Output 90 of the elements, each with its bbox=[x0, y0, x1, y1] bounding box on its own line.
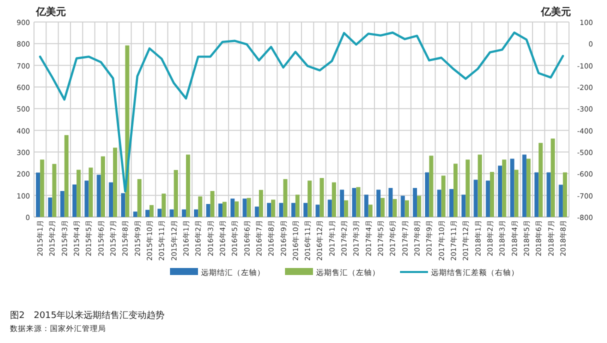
bar bbox=[332, 182, 336, 217]
y2-axis-title: 亿美元 bbox=[540, 6, 571, 18]
bar bbox=[526, 158, 531, 217]
bar bbox=[437, 190, 442, 217]
bar bbox=[376, 190, 381, 217]
bar bbox=[510, 158, 514, 217]
bar bbox=[295, 194, 300, 217]
bar bbox=[162, 194, 166, 217]
bar bbox=[170, 209, 174, 217]
bar bbox=[210, 191, 214, 217]
bar bbox=[308, 180, 312, 217]
bar bbox=[388, 188, 393, 217]
bar bbox=[344, 200, 348, 217]
bar bbox=[546, 172, 551, 217]
bar bbox=[429, 156, 434, 217]
bar bbox=[258, 190, 264, 217]
bar bbox=[538, 142, 543, 217]
bar bbox=[222, 202, 227, 217]
bar bbox=[316, 204, 320, 217]
bar bbox=[76, 170, 81, 217]
bar bbox=[206, 204, 210, 217]
bar bbox=[242, 198, 247, 217]
bar bbox=[400, 196, 405, 217]
bar bbox=[486, 180, 490, 217]
bar bbox=[48, 198, 52, 217]
bar bbox=[96, 174, 101, 217]
bar bbox=[550, 138, 555, 217]
bar bbox=[404, 200, 409, 217]
bar bbox=[558, 184, 563, 217]
bar bbox=[133, 212, 138, 217]
bar bbox=[356, 187, 360, 217]
bar bbox=[64, 135, 69, 217]
bar bbox=[340, 190, 344, 217]
bar bbox=[88, 168, 93, 217]
bar bbox=[266, 202, 272, 217]
bar bbox=[522, 154, 526, 217]
bar bbox=[441, 176, 446, 217]
bar bbox=[291, 202, 296, 217]
bar bbox=[121, 193, 126, 217]
bar bbox=[478, 154, 482, 217]
bar bbox=[186, 154, 190, 217]
bar bbox=[417, 196, 422, 217]
bar bbox=[230, 198, 235, 217]
bar bbox=[218, 204, 222, 217]
bar bbox=[453, 164, 458, 217]
bar bbox=[137, 179, 142, 217]
bar bbox=[271, 200, 276, 217]
bar bbox=[502, 160, 506, 217]
bar bbox=[534, 172, 539, 217]
bar bbox=[84, 180, 89, 217]
bar bbox=[562, 172, 568, 217]
bar bbox=[514, 170, 518, 217]
bar bbox=[198, 196, 202, 217]
bar bbox=[100, 156, 106, 217]
bar bbox=[234, 201, 239, 217]
bar bbox=[368, 204, 373, 217]
bar bbox=[145, 210, 150, 217]
bar bbox=[72, 184, 77, 217]
bar bbox=[425, 172, 430, 217]
bar bbox=[108, 182, 114, 217]
bar bbox=[174, 170, 178, 217]
bar bbox=[462, 194, 466, 217]
bar bbox=[328, 200, 332, 217]
bar bbox=[490, 172, 494, 217]
bar bbox=[364, 194, 368, 217]
bar bbox=[466, 160, 470, 217]
bar bbox=[449, 189, 454, 217]
bar bbox=[52, 164, 56, 217]
bar bbox=[182, 209, 186, 217]
bar bbox=[246, 198, 251, 217]
bar bbox=[283, 179, 288, 217]
bar bbox=[392, 199, 397, 217]
bar bbox=[320, 178, 324, 217]
bar bbox=[60, 191, 64, 217]
bar bbox=[303, 202, 308, 217]
bar bbox=[412, 188, 418, 217]
y-axis-title: 亿美元 bbox=[35, 6, 66, 18]
bar bbox=[380, 198, 385, 217]
bar bbox=[158, 208, 162, 217]
bar bbox=[279, 202, 284, 217]
bar bbox=[254, 206, 259, 217]
bar bbox=[474, 180, 478, 217]
bar bbox=[40, 160, 44, 217]
bar bbox=[194, 209, 198, 217]
bar bbox=[498, 166, 502, 217]
bar bbox=[150, 205, 154, 217]
bar bbox=[36, 172, 40, 217]
caption: 图2 2015年以来远期结售汇变动趋势 bbox=[10, 310, 165, 321]
bar bbox=[352, 188, 356, 217]
bar bbox=[113, 148, 118, 217]
